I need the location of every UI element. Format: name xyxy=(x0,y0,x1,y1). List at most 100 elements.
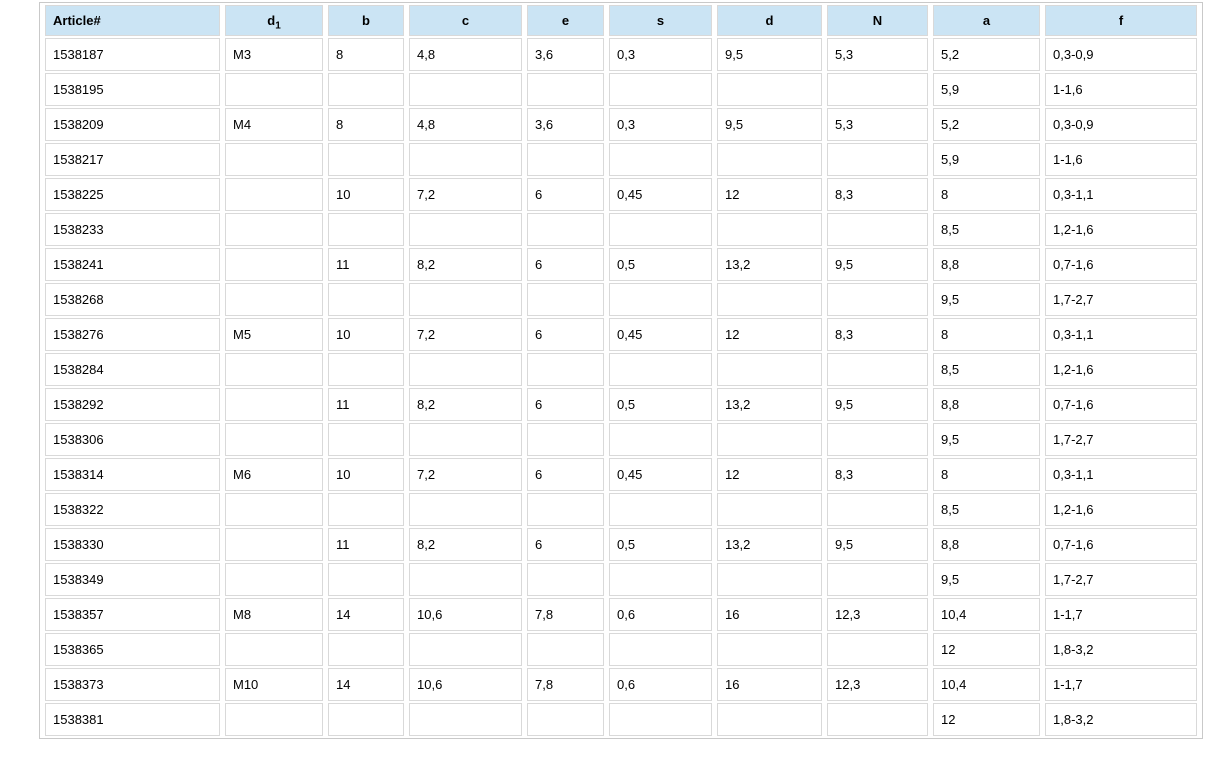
table-cell xyxy=(827,283,928,316)
table-cell xyxy=(717,563,822,596)
column-header-article: Article# xyxy=(45,5,220,36)
table-cell: 5,3 xyxy=(827,108,928,141)
column-header-label: a xyxy=(982,13,991,28)
column-header-e: e xyxy=(527,5,604,36)
table-cell xyxy=(409,143,522,176)
table-cell: 1538268 xyxy=(45,283,220,316)
column-header-label: d xyxy=(267,13,276,28)
table-cell: 0,6 xyxy=(609,598,712,631)
column-header-f: f xyxy=(1045,5,1197,36)
table-cell: 12 xyxy=(933,703,1040,736)
table-cell: 3,6 xyxy=(527,38,604,71)
table-cell: 9,5 xyxy=(827,248,928,281)
table-cell: M4 xyxy=(225,108,323,141)
table-cell xyxy=(409,633,522,666)
table-cell xyxy=(225,353,323,386)
table-cell: 6 xyxy=(527,178,604,211)
table-cell: 1,7-2,7 xyxy=(1045,563,1197,596)
table-row: 1538349 9,5 1,7-2,7 xyxy=(45,563,1197,596)
table-cell xyxy=(409,283,522,316)
table-cell: 10 xyxy=(328,458,404,491)
table-cell: 1538209 xyxy=(45,108,220,141)
table-cell: 9,5 xyxy=(933,283,1040,316)
table-row: 1538373 M10 14 10,6 7,8 0,6 16 12,3 10,4 1-1,7 xyxy=(45,668,1197,701)
table-cell xyxy=(409,423,522,456)
table-cell: 11 xyxy=(328,248,404,281)
table-cell xyxy=(827,633,928,666)
table-cell: 10 xyxy=(328,318,404,351)
table-cell: 1,2-1,6 xyxy=(1045,493,1197,526)
table-cell: 1-1,7 xyxy=(1045,598,1197,631)
table-cell xyxy=(609,563,712,596)
table-cell: 10,4 xyxy=(933,668,1040,701)
table-cell xyxy=(225,528,323,561)
table-cell xyxy=(225,213,323,246)
table-cell xyxy=(328,563,404,596)
table-cell: M6 xyxy=(225,458,323,491)
table-cell: 1,2-1,6 xyxy=(1045,213,1197,246)
table-cell xyxy=(225,633,323,666)
column-header-a: a xyxy=(933,5,1040,36)
table-cell: 8 xyxy=(933,318,1040,351)
table-cell: 0,45 xyxy=(609,178,712,211)
table-cell: 7,2 xyxy=(409,458,522,491)
table-cell: 0,45 xyxy=(609,318,712,351)
table-row: 1538381 12 1,8-3,2 xyxy=(45,703,1197,736)
table-cell: 8 xyxy=(933,178,1040,211)
table-cell xyxy=(527,633,604,666)
table-cell: 1538187 xyxy=(45,38,220,71)
table-cell xyxy=(717,633,822,666)
table-cell: 13,2 xyxy=(717,388,822,421)
column-header-label: e xyxy=(561,13,570,28)
table-cell: 12,3 xyxy=(827,598,928,631)
table-cell: 11 xyxy=(328,388,404,421)
table-cell xyxy=(717,703,822,736)
table-cell: 12 xyxy=(717,318,822,351)
table-body: 1538187 M3 8 4,8 3,6 0,3 9,5 5,3 5,2 0,3-0,9 15381… xyxy=(45,38,1197,736)
table-cell: 1538233 xyxy=(45,213,220,246)
table-cell: 4,8 xyxy=(409,38,522,71)
table-cell: 8 xyxy=(933,458,1040,491)
table-cell xyxy=(328,353,404,386)
table-cell: 1-1,6 xyxy=(1045,73,1197,106)
table-cell: 1,7-2,7 xyxy=(1045,283,1197,316)
table-cell xyxy=(609,703,712,736)
table-cell: 0,3-1,1 xyxy=(1045,178,1197,211)
table-cell: 1,8-3,2 xyxy=(1045,633,1197,666)
table-cell: 8 xyxy=(328,108,404,141)
table-cell xyxy=(409,563,522,596)
table-cell: 1,8-3,2 xyxy=(1045,703,1197,736)
table-cell: 8,8 xyxy=(933,248,1040,281)
table-cell xyxy=(527,73,604,106)
table-cell: M3 xyxy=(225,38,323,71)
table-row: 1538314 M6 10 7,2 6 0,45 12 8,3 8 0,3-1,1 xyxy=(45,458,1197,491)
table-cell: 1538322 xyxy=(45,493,220,526)
table-cell: 10,6 xyxy=(409,668,522,701)
table-cell xyxy=(409,73,522,106)
table-cell: 8,2 xyxy=(409,528,522,561)
table-cell: M8 xyxy=(225,598,323,631)
table-cell: 7,8 xyxy=(527,668,604,701)
table-cell: 8,5 xyxy=(933,353,1040,386)
table-cell: 0,7-1,6 xyxy=(1045,248,1197,281)
table-cell: 10 xyxy=(328,178,404,211)
table-row: 1538330 11 8,2 6 0,5 13,2 9,5 8,8 0,7-1,6 xyxy=(45,528,1197,561)
table-cell: 5,3 xyxy=(827,38,928,71)
table-cell: 9,5 xyxy=(717,108,822,141)
table-cell: 1538373 xyxy=(45,668,220,701)
table-cell: 0,7-1,6 xyxy=(1045,388,1197,421)
table-cell xyxy=(225,563,323,596)
table-cell: 0,3-0,9 xyxy=(1045,38,1197,71)
table-cell: 16 xyxy=(717,668,822,701)
table-cell: 3,6 xyxy=(527,108,604,141)
table-cell: 6 xyxy=(527,248,604,281)
table-cell: 5,9 xyxy=(933,73,1040,106)
table-cell: 1538306 xyxy=(45,423,220,456)
column-header-label: d xyxy=(765,13,774,28)
column-header-b: b xyxy=(328,5,404,36)
table-cell xyxy=(717,213,822,246)
table-cell xyxy=(717,73,822,106)
table-cell xyxy=(225,423,323,456)
table-cell: 12,3 xyxy=(827,668,928,701)
table-cell: 6 xyxy=(527,528,604,561)
